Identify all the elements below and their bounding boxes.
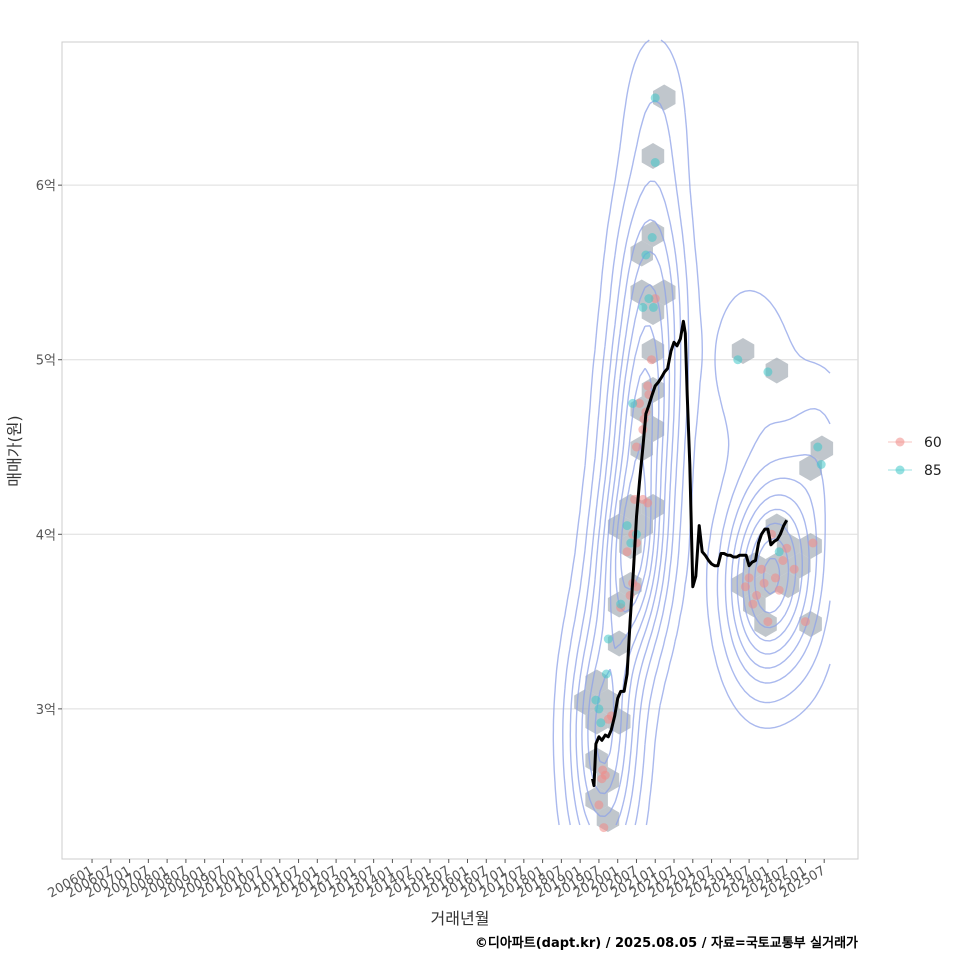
data-point-60 [632, 442, 641, 452]
data-point-85 [648, 302, 658, 312]
density-contour [575, 218, 818, 826]
y-axis-title: 매매가(원) [5, 415, 24, 486]
data-point-85 [647, 233, 657, 242]
legend-item-60: 60 [888, 435, 942, 451]
data-point-60 [632, 582, 641, 592]
data-point-60 [594, 800, 604, 810]
data-point-85 [622, 521, 632, 531]
data-point-60 [748, 599, 758, 609]
data-point-60 [744, 573, 754, 583]
data-point-60 [808, 538, 818, 548]
data-point-85 [774, 547, 784, 557]
data-point-60 [635, 398, 644, 408]
y-tick-label: 4억 [36, 528, 56, 543]
legend: 60 85 [888, 435, 942, 479]
data-point-85 [641, 250, 651, 260]
legend-key-dot-60 [895, 437, 905, 447]
data-point-85 [628, 398, 638, 408]
data-point-60 [778, 556, 788, 565]
y-axis: 3억 4억 5억 6억 [36, 179, 62, 718]
data-point-85 [733, 355, 743, 365]
density-contour [562, 99, 831, 826]
data-point-85 [596, 718, 606, 728]
data-point-85 [816, 460, 826, 469]
data-point-85 [594, 704, 604, 714]
hexbin-cell [641, 338, 665, 364]
data-point-85 [644, 294, 654, 304]
y-tick-label: 6억 [36, 179, 56, 194]
data-point-85 [591, 695, 601, 705]
y-tick-label: 5억 [36, 354, 56, 369]
data-point-60 [774, 585, 784, 595]
data-point-85 [603, 634, 613, 644]
data-point-60 [770, 573, 780, 583]
data-point-85 [763, 367, 773, 377]
data-point-60 [800, 617, 810, 627]
data-point-60 [647, 355, 656, 365]
data-point-60 [599, 823, 609, 833]
data-point-85 [650, 158, 660, 167]
legend-label-60: 60 [924, 435, 942, 451]
x-axis: 2006012006072007012007072008012008072009… [46, 859, 828, 901]
trend-line [591, 319, 789, 788]
density-contour [587, 283, 803, 795]
data-point-60 [763, 617, 773, 627]
x-axis-title: 거래년월 [431, 909, 490, 928]
data-point-85 [616, 599, 626, 609]
data-point-60 [789, 564, 799, 574]
data-point-60 [740, 582, 750, 592]
data-point-85 [638, 302, 648, 312]
data-point-85 [626, 538, 636, 548]
data-point-60 [600, 770, 610, 780]
source-caption: ©디아파트(dapt.kr) / 2025.08.05 / 자료=국토교통부 실… [475, 935, 858, 951]
legend-key-dot-85 [895, 465, 905, 475]
data-point-60 [759, 578, 769, 588]
density-contour [569, 180, 826, 826]
data-point-60 [757, 564, 766, 574]
grid-lines [62, 184, 858, 710]
hexbin-cell [765, 357, 789, 384]
plot-frame [61, 41, 859, 860]
density-contour [552, 39, 831, 826]
data-point-85 [601, 669, 611, 679]
legend-label-85: 85 [924, 463, 942, 479]
data-point-60 [643, 498, 653, 508]
hexbin-cell [653, 84, 676, 111]
data-point-85 [650, 93, 660, 103]
data-point-60 [622, 547, 632, 557]
data-point-60 [650, 294, 660, 304]
data-point-60 [643, 381, 653, 391]
y-tick-label: 3억 [36, 703, 56, 718]
data-point-85 [813, 442, 823, 452]
legend-item-85: 85 [888, 463, 942, 479]
data-point-60 [752, 590, 762, 600]
density-contours [552, 39, 831, 826]
plot-area [61, 39, 859, 860]
data-point-60 [782, 543, 792, 553]
